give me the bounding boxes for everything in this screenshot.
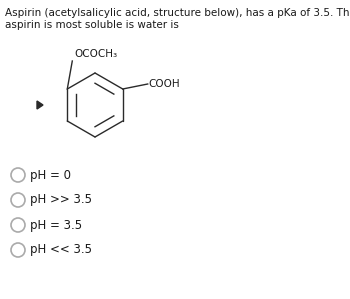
Polygon shape bbox=[37, 101, 43, 109]
Text: aspirin is most soluble is water is: aspirin is most soluble is water is bbox=[5, 20, 179, 30]
Text: pH = 0: pH = 0 bbox=[30, 169, 71, 181]
Text: COOH: COOH bbox=[149, 79, 180, 89]
Text: pH << 3.5: pH << 3.5 bbox=[30, 243, 92, 257]
Text: OCOCH₃: OCOCH₃ bbox=[74, 49, 117, 59]
Text: Aspirin (acetylsalicylic acid, structure below), has a pKa of 3.5. The pH at whi: Aspirin (acetylsalicylic acid, structure… bbox=[5, 8, 350, 18]
Text: pH = 3.5: pH = 3.5 bbox=[30, 219, 82, 231]
Text: pH >> 3.5: pH >> 3.5 bbox=[30, 193, 92, 207]
